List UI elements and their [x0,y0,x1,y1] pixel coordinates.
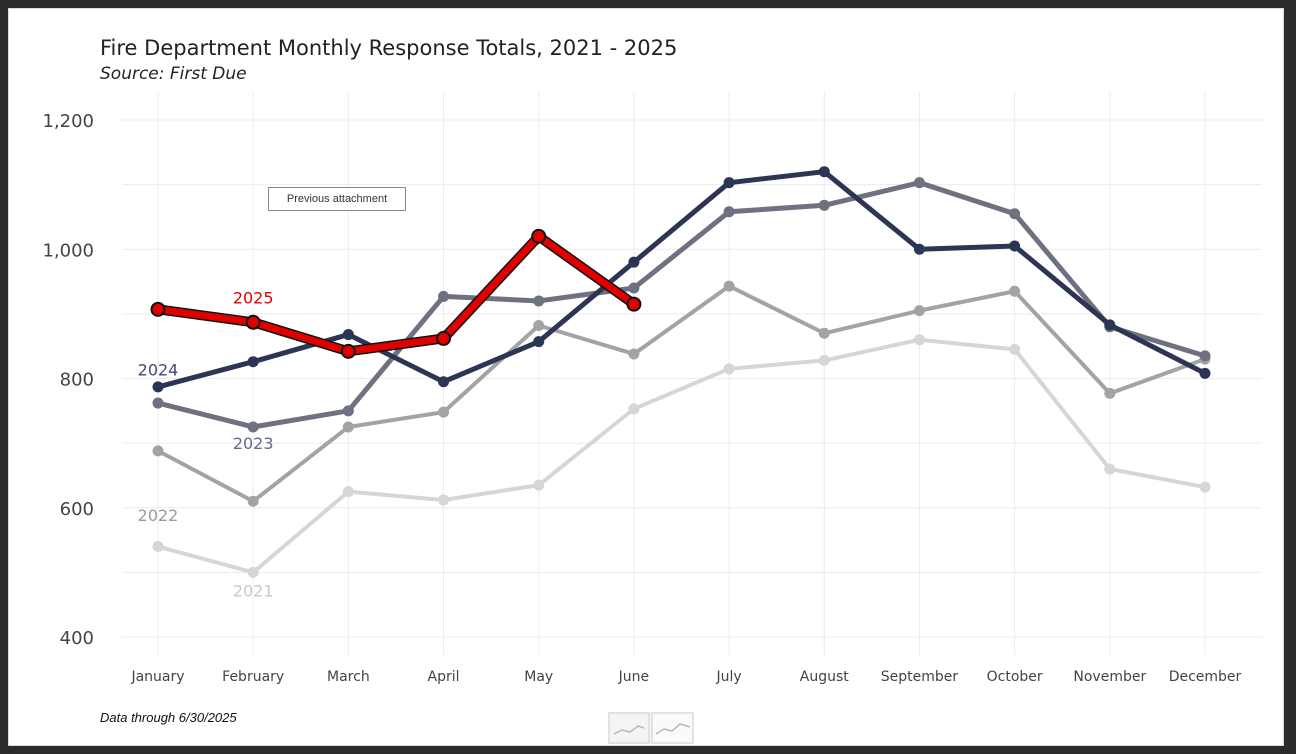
series-2023-point [818,199,830,211]
series-2022-point [1009,285,1021,297]
series-2022-line [156,284,1207,504]
x-tick-label: October [987,669,1043,685]
x-tick-label: December [1169,669,1242,685]
x-tick-label: March [327,669,370,685]
series-2023-point [438,290,450,302]
series-2021-line [156,337,1207,575]
series-2025-point [626,296,642,312]
series-2022-point [723,280,735,292]
series-2024-point [1104,319,1116,331]
series-label-2021: 2021 [233,581,274,600]
series-2025-point [150,301,166,317]
series-2021-point [628,403,640,415]
series-2023-point [533,295,545,307]
series-2021-point [723,363,735,375]
series-2024-line [155,169,1208,390]
y-tick-label: 1,000 [42,240,94,261]
series-2024-point [1009,240,1021,252]
series-2023-point [1199,350,1211,362]
chart-title: Fire Department Monthly Response Totals,… [100,36,678,60]
series-2021-point [1104,463,1116,475]
series-2021-point [1199,481,1211,493]
series-2022-point [152,445,164,457]
series-lines [150,166,1211,578]
x-tick-label: July [715,669,741,685]
series-2024-point [723,177,735,189]
series-2022-point [247,495,259,507]
x-tick-label: August [800,669,850,685]
series-2021-point [438,494,450,506]
series-2025-point [245,314,261,330]
x-tick-label: November [1073,669,1146,685]
series-2022-point [438,406,450,418]
series-labels: 2021 2022 2023 2024 2025 [138,289,274,601]
series-2024-point [628,256,640,268]
series-2023-point [628,282,640,294]
x-tick-label: April [428,669,460,685]
series-2021-point [818,354,830,366]
series-2022-point [818,327,830,339]
series-2021-point [1009,343,1021,355]
series-2024-point [152,381,164,393]
y-tick-label: 1,200 [42,111,94,132]
x-tick-label: May [524,669,553,685]
x-tick-label: February [222,669,284,685]
series-2021-point [913,334,925,346]
series-2023-point [152,397,164,409]
footnote: Data through 6/30/2025 [100,710,237,725]
series-2025-point [436,330,452,346]
x-tick-label: January [130,669,184,685]
series-label-2022: 2022 [138,506,179,525]
series-2022-point [533,320,545,332]
chart-frame [8,8,1284,746]
chart-subtitle: Source: First Due [100,64,247,84]
series-2023-point [723,206,735,218]
series-2024-point [438,376,450,388]
series-2021-point [342,486,354,498]
series-label-2023: 2023 [233,434,274,453]
series-2024-point [818,166,830,178]
y-tick-label: 400 [60,628,94,649]
series-2023-point [342,405,354,417]
series-2023-point [247,421,259,433]
x-tick-label: June [618,669,650,685]
series-2022-point [628,348,640,360]
series-2022-point [913,305,925,317]
series-label-2025: 2025 [233,289,274,308]
series-2021-point [152,541,164,553]
y-axis-ticks: 400 600 800 1,000 1,200 [42,111,94,649]
series-2023-point [913,177,925,189]
series-label-2024: 2024 [138,360,179,379]
series-2022-point [342,421,354,433]
x-tick-label: September [881,669,959,685]
thumbnail-preview-icon[interactable] [608,712,694,744]
series-2024-point [533,336,545,348]
series-2025-point [340,343,356,359]
series-2022-point [1104,387,1116,399]
series-2024-point [913,243,925,255]
series-2023-point [1009,208,1021,220]
y-tick-label: 600 [60,499,94,520]
x-axis-ticks: January February March April May June July Augu… [130,669,1241,685]
series-2025-point [531,228,547,244]
y-tick-label: 800 [60,370,94,391]
previous-attachment-button[interactable]: Previous attachment [268,187,406,211]
series-2021-point [247,566,259,578]
series-2024-point [342,329,354,341]
series-2021-point [533,479,545,491]
series-2024-point [1199,367,1211,379]
series-2024-point [247,356,259,368]
series-2023-line [155,180,1208,430]
series-2025-line [154,232,638,355]
